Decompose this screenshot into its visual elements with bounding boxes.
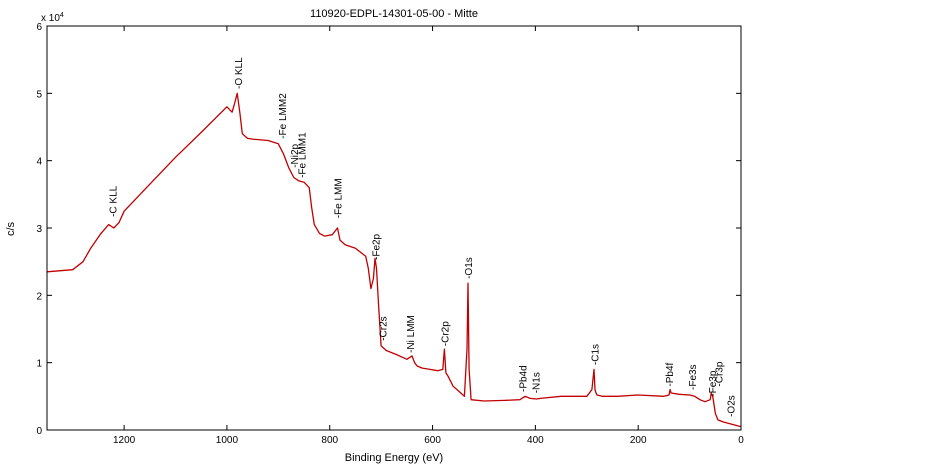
annotation-label: -O1s xyxy=(464,257,475,279)
plot-background xyxy=(47,26,741,430)
x-tick-label: 1200 xyxy=(113,435,136,446)
y-tick-label: 0 xyxy=(36,426,42,437)
annotation-label: -Ni LMM xyxy=(406,315,417,353)
annotation-label: -C1s xyxy=(591,344,602,365)
y-axis-label: c/s xyxy=(5,221,17,236)
annotation-label: -O KLL xyxy=(234,57,245,89)
y-tick-label: 2 xyxy=(36,291,42,302)
annotation-label: -Fe3s xyxy=(688,364,699,390)
annotation-label: -Cr2p xyxy=(440,321,451,346)
annotation-label: -Fe LMM2 xyxy=(278,93,289,139)
y-exponent-power: 4 xyxy=(60,12,64,19)
annotation-label: -C KLL xyxy=(108,185,119,217)
chart-title: 110920-EDPL-14301-05-00 - Mitte xyxy=(310,8,478,20)
y-tick-label: 5 xyxy=(36,89,42,100)
y-tick-label: 3 xyxy=(36,224,42,235)
y-exponent-label: x 104 xyxy=(41,12,64,24)
annotation-label: -Cr2s xyxy=(379,316,390,340)
x-tick-label: 1000 xyxy=(216,435,239,446)
y-tick-label: 1 xyxy=(36,359,42,370)
annotation-label: -Fe2p xyxy=(372,233,383,260)
annotation-label: -N1s xyxy=(531,372,542,393)
x-axis-label: Binding Energy (eV) xyxy=(345,452,443,464)
annotation-label: -Ni2p xyxy=(290,143,301,167)
x-tick-label: 200 xyxy=(630,435,647,446)
x-tick-label: 400 xyxy=(527,435,544,446)
spectrum-line xyxy=(46,92,742,428)
x-tick-label: 800 xyxy=(321,435,338,446)
annotation-label: -O2s xyxy=(727,395,738,417)
annotation-label: -Fe LMM1 xyxy=(298,132,309,178)
x-tick-label: 0 xyxy=(738,435,744,446)
peak-annotations: -C KLL -O KLL -Fe LMM2-Ni2p-Fe LMM1 -Fe LMM… xyxy=(108,57,737,417)
annotation-label: -Fe3p xyxy=(708,370,719,397)
annotation-label: -Pb4d xyxy=(519,365,530,392)
annotation-label: -Pb4f xyxy=(665,362,676,386)
annotation-label: -Cr3p xyxy=(714,361,725,386)
annotation-label: -Fe LMM xyxy=(334,178,345,218)
x-axis-ticks: 1200 1000 800 600 400 200 0 xyxy=(113,26,744,446)
y-tick-label: 4 xyxy=(36,157,42,168)
plot-frame xyxy=(46,25,742,431)
x-tick-label: 600 xyxy=(424,435,441,446)
y-tick-label: 6 xyxy=(36,22,42,33)
